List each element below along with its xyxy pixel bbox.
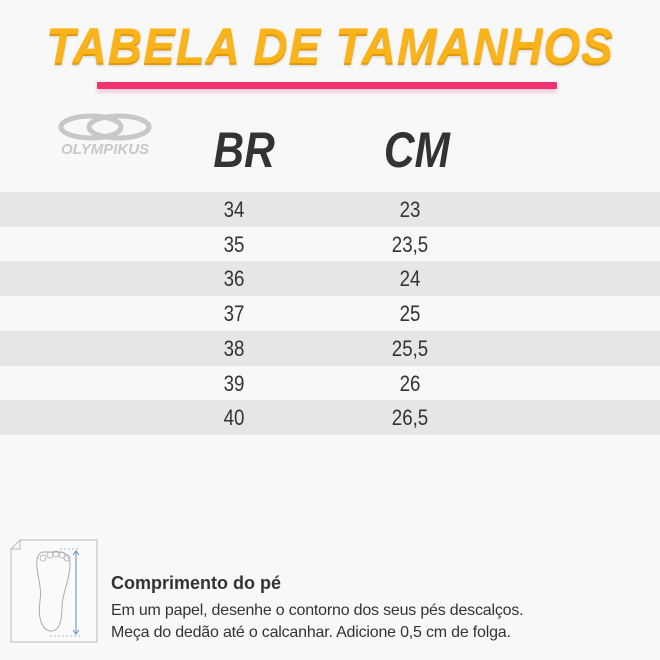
br-size-cell: 37 bbox=[223, 301, 245, 326]
br-size-cell: 34 bbox=[223, 197, 245, 222]
table-row: 40 26,5 bbox=[0, 400, 660, 435]
cm-length-cell: 24 bbox=[399, 266, 421, 291]
foot-length-title: Comprimento do pé bbox=[111, 573, 281, 593]
foot-length-instructions: Em um papel, desenhe o contorno dos seus… bbox=[111, 600, 651, 644]
table-row: 38 25,5 bbox=[0, 331, 660, 366]
header-br: BR bbox=[213, 122, 275, 178]
table-row: 34 23 bbox=[0, 192, 660, 227]
table-row: 35 23,5 bbox=[0, 227, 660, 262]
br-size-cell: 36 bbox=[223, 266, 245, 291]
cm-length-cell: 26 bbox=[399, 371, 421, 396]
instruction-line-1: Em um papel, desenhe o contorno dos seus… bbox=[111, 602, 524, 619]
table-row: 39 26 bbox=[0, 366, 660, 401]
olympikus-logo-icon bbox=[58, 113, 152, 141]
table-row: 36 24 bbox=[0, 261, 660, 296]
foot-measure-icon bbox=[10, 539, 98, 643]
cm-length-cell: 23 bbox=[399, 197, 421, 222]
title-underline bbox=[97, 82, 557, 89]
instruction-line-2: Meça do dedão até o calcanhar. Adicione … bbox=[111, 624, 511, 641]
br-size-cell: 39 bbox=[223, 371, 245, 396]
page-title: TABELA DE TAMANHOS bbox=[46, 18, 614, 74]
cm-length-cell: 25,5 bbox=[391, 336, 429, 361]
brand-name: OLYMPIKUS bbox=[60, 141, 150, 158]
br-size-cell: 38 bbox=[223, 336, 245, 361]
table-row: 37 25 bbox=[0, 296, 660, 331]
br-size-cell: 40 bbox=[223, 405, 245, 430]
br-size-cell: 35 bbox=[223, 232, 245, 257]
cm-length-cell: 23,5 bbox=[391, 232, 429, 257]
cm-length-cell: 26,5 bbox=[391, 405, 429, 430]
cm-length-cell: 25 bbox=[399, 301, 421, 326]
header-cm: CM bbox=[383, 122, 450, 178]
